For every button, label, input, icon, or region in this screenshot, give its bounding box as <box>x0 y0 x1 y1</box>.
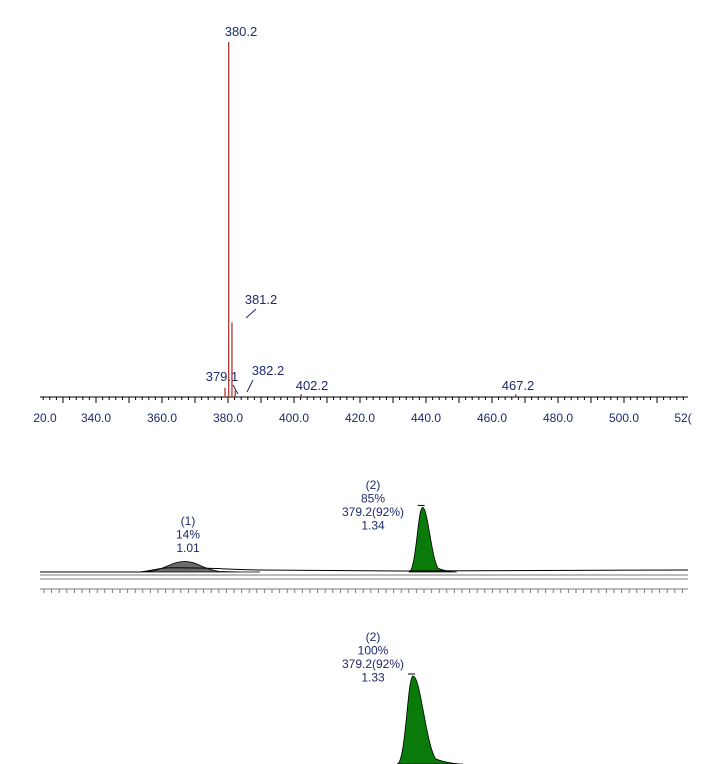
spectrum-peak-leader <box>245 308 257 319</box>
chromatogram-panel-2: (2)100%379.2(92%)1.33 <box>342 630 464 764</box>
spectrum-x-tick-label: 360.0 <box>147 411 177 425</box>
chromatogram-peak-label: (2) <box>366 478 381 492</box>
spectrum-peak-label: 381.2 <box>245 292 278 307</box>
chromatogram-peak-label: 100% <box>358 644 389 658</box>
spectrum-x-tick-label: 400.0 <box>279 411 309 425</box>
spectrum-x-tick-label: 500.0 <box>609 411 639 425</box>
mass-spectrum-panel: 20.0 340.0 360.0 380.0 400.0 420.0 440.0 460.0 4… <box>33 24 691 425</box>
chromatogram-trace <box>40 567 689 573</box>
spectrum-peak-label: 382.2 <box>252 363 285 378</box>
chromatogram-peak-label: 379.2(92%) <box>342 657 404 671</box>
chromatogram-peak-label: 85% <box>361 492 385 506</box>
spectrum-x-tick-label: 420.0 <box>345 411 375 425</box>
spectrum-x-tick-label: 440.0 <box>411 411 441 425</box>
chromatogram-peak-label: 379.2(92%) <box>342 505 404 519</box>
spectrum-x-tick-label: 20.0 <box>33 411 57 425</box>
spectrum-peak-label: 402.2 <box>296 378 329 393</box>
spectrum-x-tick-label: 380.0 <box>213 411 243 425</box>
chromatogram-peak-label: 1.33 <box>361 671 385 685</box>
chromatogram-peak <box>408 506 457 573</box>
spectrum-peak-label: 467.2 <box>502 378 535 393</box>
spectrum-peak-label: 379.1 <box>206 369 239 384</box>
spectrum-x-tick-label: 52( <box>674 411 691 425</box>
spectrum-peak-label: 380.2 <box>225 24 258 39</box>
spectrum-peak-leader <box>246 379 254 393</box>
chromatogram-peak <box>139 560 261 573</box>
chromatogram-peak-label: 1.01 <box>176 541 200 555</box>
chromatogram-panel-1: (1)14%1.01 (2)85%379.2(92%)1.34 <box>40 478 689 593</box>
chromatogram-peak-label: (1) <box>181 514 196 528</box>
chromatogram-peak <box>396 675 464 764</box>
chromatogram-peak-label: (2) <box>366 630 381 644</box>
spectrum-x-tick-label: 460.0 <box>477 411 507 425</box>
spectrum-x-tick-label: 480.0 <box>543 411 573 425</box>
chromatogram-peak-label: 1.34 <box>361 519 385 533</box>
chromatogram-peak-label: 14% <box>176 528 200 542</box>
spectrum-x-tick-label: 340.0 <box>81 411 111 425</box>
